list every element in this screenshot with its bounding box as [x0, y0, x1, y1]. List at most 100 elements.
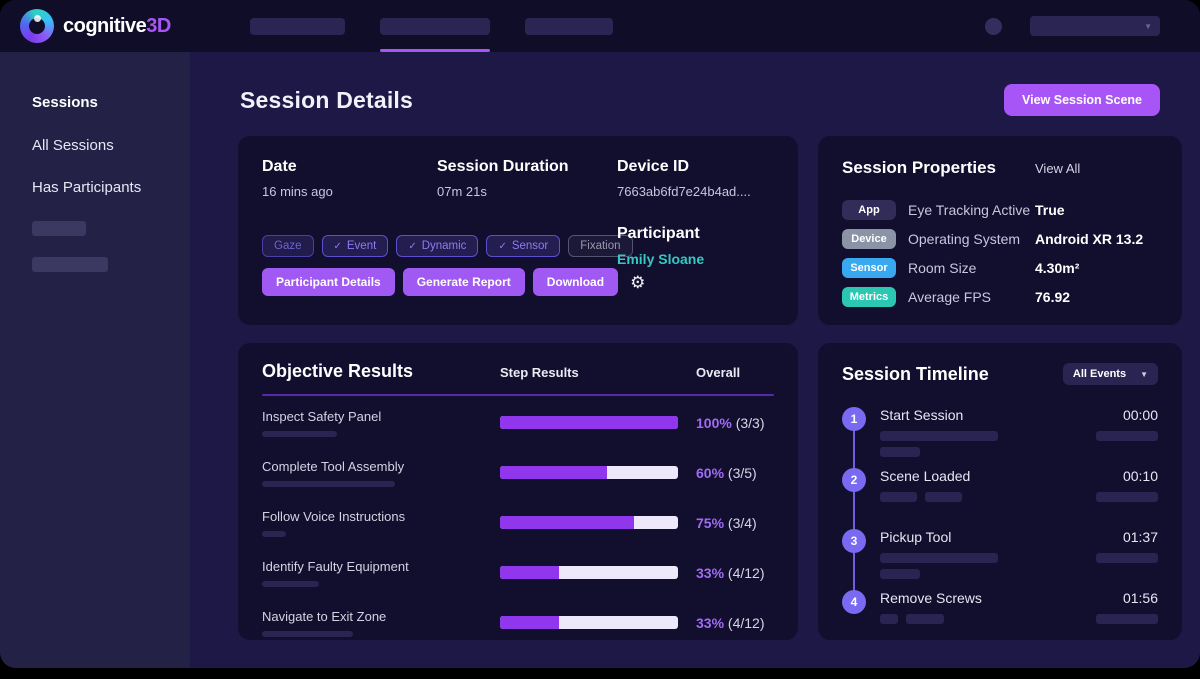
- tag-sensor[interactable]: ✓ Sensor: [486, 235, 561, 257]
- tag-event-label: Event: [346, 240, 377, 252]
- main-content: Session Details View Session Scene Date …: [190, 52, 1200, 668]
- participant-name-link[interactable]: Emily Sloane: [617, 251, 705, 267]
- timeline-connector-line: [853, 419, 855, 603]
- objective-results-title: Objective Results: [262, 361, 414, 381]
- chevron-down-icon: ▼: [1140, 369, 1148, 379]
- date-label: Date: [262, 158, 297, 175]
- brand-logo[interactable]: cognitive3D: [0, 9, 250, 43]
- event-skeleton: [1096, 431, 1158, 441]
- overall-fraction: (3/3): [735, 414, 765, 431]
- sidebar-item-has-participants[interactable]: Has Participants: [32, 179, 142, 196]
- objective-skeleton: [262, 530, 286, 537]
- objective-label: Follow Voice Instructions: [262, 508, 406, 524]
- event-label: Pickup Tool: [880, 529, 952, 545]
- events-filter-dropdown[interactable]: All Events ▼: [1062, 363, 1158, 385]
- timeline-event: 3 Pickup Tool 01:37: [842, 529, 1158, 590]
- progress-bar: [500, 616, 678, 629]
- property-value: 76.92: [1035, 289, 1071, 305]
- brand-name: cognitive3D: [63, 15, 171, 38]
- progress-bar: [500, 516, 678, 529]
- timeline-node-4: 4: [842, 590, 866, 614]
- view-session-scene-button[interactable]: View Session Scene: [1004, 84, 1160, 116]
- event-skeleton: [906, 614, 944, 624]
- step-results-column-header: Step Results: [500, 365, 579, 380]
- user-dropdown[interactable]: ▼: [1030, 16, 1160, 36]
- brand-name-primary: cognitive: [63, 14, 147, 37]
- objective-label: Complete Tool Assembly: [262, 458, 405, 474]
- nav-tab-2-placeholder: [380, 17, 490, 35]
- nav-tab-3[interactable]: [525, 0, 613, 52]
- gear-icon[interactable]: ⚙: [630, 272, 646, 292]
- tag-fixation-label: Fixation: [580, 240, 621, 252]
- duration-label: Session Duration: [437, 158, 569, 175]
- overall-fraction: (4/12): [727, 614, 765, 631]
- nav-tab-2-active[interactable]: [380, 0, 490, 52]
- event-time: 01:37: [1122, 529, 1158, 545]
- events-filter-value: All Events: [1072, 368, 1127, 380]
- app-badge: App: [842, 200, 896, 220]
- tag-gaze-label: Gaze: [274, 240, 302, 252]
- objective-row: Follow Voice Instructions 75% (3/4): [238, 499, 798, 546]
- progress-fill: [500, 516, 634, 529]
- tag-dynamic-label: Dynamic: [421, 240, 467, 252]
- objective-skeleton: [262, 480, 395, 487]
- date-value: 16 mins ago: [262, 184, 333, 199]
- avatar[interactable]: [985, 17, 1002, 35]
- nav-tabs: [250, 0, 613, 52]
- page-title: Session Details: [240, 86, 414, 113]
- event-skeleton: [880, 569, 920, 579]
- objective-results-card: Objective Results Step Results Overall I…: [238, 343, 798, 640]
- timeline-event: 1 Start Session 00:00: [842, 407, 1158, 468]
- event-skeleton: [880, 431, 998, 441]
- brand-name-accent: 3D: [146, 14, 171, 37]
- overall-result: 33% (4/12): [696, 615, 774, 631]
- tag-dynamic[interactable]: ✓ Dynamic: [396, 235, 479, 257]
- property-row: App Eye Tracking Active True: [842, 200, 1158, 220]
- overall-percent: 33%: [696, 564, 725, 581]
- download-button[interactable]: Download: [532, 268, 619, 296]
- objective-skeleton: [262, 580, 319, 587]
- header-divider: [262, 394, 774, 396]
- overall-fraction: (4/12): [727, 564, 765, 581]
- date-field: Date 16 mins ago: [262, 158, 437, 199]
- event-label: Remove Screws: [880, 590, 982, 606]
- overall-percent: 60%: [696, 464, 725, 481]
- property-label: Room Size: [908, 260, 977, 276]
- overall-column-header: Overall: [696, 365, 741, 380]
- nav-tab-1[interactable]: [250, 0, 345, 52]
- overall-fraction: (3/5): [727, 464, 757, 481]
- objective-row: Inspect Safety Panel 100% (3/3): [238, 399, 798, 446]
- metrics-badge: Metrics: [842, 287, 896, 307]
- check-icon: ✓: [333, 240, 342, 252]
- timeline-event: 4 Remove Screws 01:56: [842, 590, 1158, 624]
- event-skeleton: [1096, 614, 1158, 624]
- timeline-node-2: 2: [842, 468, 866, 492]
- tag-fixation[interactable]: Fixation: [568, 235, 633, 257]
- timeline-event: 2 Scene Loaded 00:10: [842, 468, 1158, 529]
- overall-fraction: (3/4): [727, 514, 757, 531]
- event-skeleton: [880, 447, 920, 457]
- property-value: 4.30m²: [1035, 260, 1080, 276]
- property-value: True: [1035, 202, 1065, 218]
- overall-result: 60% (3/5): [696, 465, 774, 481]
- sensor-badge: Sensor: [842, 258, 896, 278]
- generate-report-button[interactable]: Generate Report: [402, 268, 525, 296]
- sidebar-item-all-sessions[interactable]: All Sessions: [32, 137, 114, 154]
- duration-value: 07m 21s: [437, 184, 487, 199]
- objective-label: Navigate to Exit Zone: [262, 608, 387, 624]
- nav-tab-3-placeholder: [525, 17, 613, 35]
- session-info-card: Date 16 mins ago Session Duration 07m 21…: [238, 136, 798, 325]
- objective-row: Navigate to Exit Zone 33% (4/12): [238, 599, 798, 646]
- device-id-value: 7663ab6fd7e24b4ad....: [617, 184, 751, 199]
- tag-gaze[interactable]: Gaze: [262, 235, 314, 257]
- event-skeleton: [880, 553, 998, 563]
- objective-label: Identify Faulty Equipment: [262, 558, 409, 574]
- participant-details-button[interactable]: Participant Details: [262, 268, 395, 296]
- property-value: Android XR 13.2: [1035, 231, 1144, 247]
- tag-event[interactable]: ✓ Event: [321, 235, 389, 257]
- progress-bar: [500, 566, 678, 579]
- event-skeleton: [880, 614, 898, 624]
- sidebar-heading: Sessions: [32, 94, 98, 111]
- view-all-link[interactable]: View All: [1035, 160, 1081, 176]
